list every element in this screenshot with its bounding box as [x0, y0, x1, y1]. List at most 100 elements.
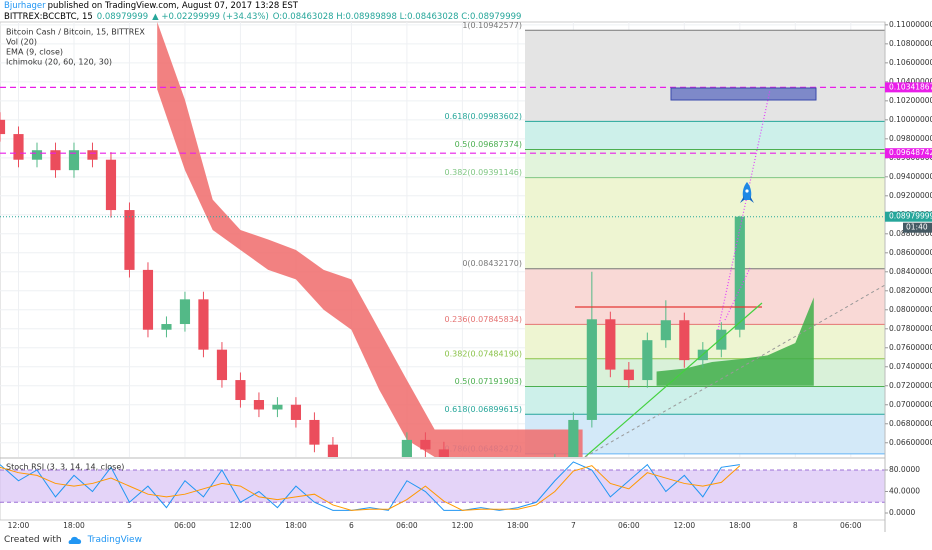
x-tick-label: 12:00 [8, 521, 30, 530]
price-tag [885, 211, 932, 222]
hline-tag-label: 0.10341867 [889, 82, 932, 91]
candle-body [142, 269, 154, 330]
y-tick-label: 0.09200000 [889, 191, 932, 200]
candle-body [290, 404, 302, 420]
y-tick-label: 0.0000 [889, 508, 915, 517]
y-tick-label: 80.0000 [889, 465, 920, 474]
x-tick-label: 6 [349, 521, 354, 530]
y-tick-label: 0.10600000 [889, 58, 932, 67]
y-tick-label: 0.10200000 [889, 96, 932, 105]
stoch-line [0, 461, 740, 511]
symbol-title: Bitcoin Cash / Bitcoin, 15, BITTREX [6, 28, 145, 37]
y-tick-label: 40.0000 [889, 487, 920, 496]
x-tick-label: 12:00 [452, 521, 474, 530]
candle-body [401, 439, 412, 457]
candle-body [438, 449, 449, 457]
footer: Created with TradingView [4, 535, 142, 545]
candle-body [124, 210, 135, 270]
fib-band [525, 30, 885, 122]
y-tick-label: 0.10400000 [889, 77, 932, 86]
candle-body [716, 329, 727, 350]
fib-band [525, 414, 885, 454]
ichimoku-cloud [157, 22, 583, 457]
projection-line [724, 267, 751, 321]
candle-body [586, 319, 597, 420]
candle-body [327, 444, 339, 457]
fib-band [525, 149, 885, 178]
candle-body [179, 299, 191, 325]
y-tick-label: 0.08000000 [889, 305, 932, 314]
fib-label: 0.382(0.07484190) [445, 349, 523, 358]
x-tick-label: 18:00 [729, 521, 751, 530]
y-tick-label: 0.07000000 [889, 400, 932, 409]
trend-line [584, 284, 885, 457]
x-tick-label: 5 [127, 521, 132, 530]
last-price: 0.08979999 [96, 12, 149, 22]
fib-band [525, 121, 885, 150]
candle-body [161, 324, 172, 330]
candle-body [50, 150, 61, 171]
candle-body [0, 119, 6, 135]
x-tick-label: 06:00 [840, 521, 862, 530]
candle-body [272, 404, 283, 410]
y-tick-label: 0.10000000 [889, 115, 932, 124]
y-tick-label: 0.06600000 [889, 438, 932, 447]
y-tick-label: 0.10800000 [889, 39, 932, 48]
y-tick-label: 0.07400000 [889, 362, 932, 371]
x-tick-label: 12:00 [230, 521, 252, 530]
x-tick-label: 06:00 [618, 521, 640, 530]
x-tick-label: 7 [571, 521, 576, 530]
stoch-line [0, 465, 741, 511]
y-tick-label: 0.08600000 [889, 248, 932, 257]
y-tick-label: 0.06800000 [889, 419, 932, 428]
y-tick-label: 0.09800000 [889, 134, 932, 143]
y-tick-label: 0.07800000 [889, 324, 932, 333]
candle-body [420, 439, 431, 450]
header-line: BITTREX:BCCBTC, 15 0.08979999 ▲ +0.0229999… [4, 12, 525, 22]
fib-label: 0.5(0.09687374) [455, 140, 522, 149]
candle-body [216, 349, 228, 381]
stoch-pane [0, 461, 885, 511]
y-tick-label: 0.09400000 [889, 172, 932, 181]
fib-band [525, 268, 885, 325]
ohlc: O:0.08463028 H:0.08989898 L:0.08463028 C… [272, 12, 522, 22]
candle-body [87, 150, 98, 160]
candle-body [253, 400, 265, 410]
y-tick-label: 0.08200000 [889, 286, 932, 295]
hline-tag [885, 148, 932, 159]
candle-body [642, 340, 653, 381]
candle-body [605, 319, 616, 370]
target-box [670, 87, 817, 101]
x-tick-label: 18:00 [507, 521, 529, 530]
y-tick-label: 0.07600000 [889, 343, 932, 352]
hline-tag [885, 82, 932, 93]
candle-body [734, 216, 745, 330]
fib-label: 1(0.10942577) [462, 21, 522, 30]
candle-body [13, 134, 24, 160]
axes: 12:00 18:00 5 06:00 12:00 18:00 6 06:00 12:00 18:… [8, 20, 932, 530]
fib-label: 0.5(0.07191903) [455, 377, 522, 386]
drawings [575, 87, 885, 457]
logo [68, 536, 81, 544]
y-tick-label: 0.11000000 [889, 20, 932, 29]
x-tick-label: 06:00 [174, 521, 196, 530]
symbol: BITTREX:BCCBTC, 15 [4, 12, 93, 22]
x-tick-label: 8 [793, 521, 798, 530]
stoch-band [0, 470, 885, 503]
candle-body [309, 419, 320, 445]
trend-line [584, 302, 763, 457]
indicator-label: EMA (9, close) [6, 48, 63, 57]
candle-body [105, 159, 117, 211]
candle-body [679, 320, 690, 361]
candle-body [68, 150, 80, 171]
brand: TradingView [87, 535, 142, 545]
x-tick-label: 18:00 [63, 521, 85, 530]
candle-body [660, 320, 671, 341]
created-with: Created with [4, 535, 62, 545]
published: published on TradingView.com, August 07,… [47, 1, 298, 11]
y-tick-label: 0.08800000 [889, 229, 932, 238]
indicator-label: Ichimoku (20, 60, 120, 30) [6, 58, 112, 67]
author: Bjurhager [4, 1, 46, 11]
